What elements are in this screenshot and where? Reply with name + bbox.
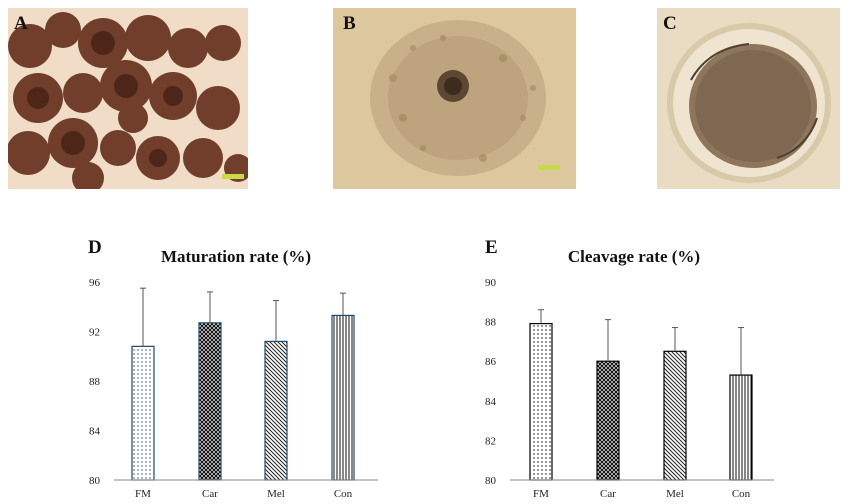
d-x-tick-label: Con [334,488,353,500]
micrograph-c [657,8,840,189]
micrograph-c-image [657,8,840,189]
panel-label-a: A [14,13,28,34]
micrograph-b [333,8,576,189]
e-bar-fm [529,322,553,481]
e-x-tick-label: FM [533,488,549,500]
d-x-tick-label: Car [202,488,218,500]
panel-label-b: B [343,13,356,34]
micrograph-b-image [333,8,576,189]
d-x-tick-label: FM [135,488,151,500]
e-x-tick-label: Con [732,488,751,500]
d-x-tick-label: Mel [267,488,285,500]
d-chart-title: Maturation rate (%) [161,247,311,266]
micrograph-a [8,8,248,189]
e-y-tick-label: 86 [485,356,497,368]
e-y-tick-label: 90 [485,277,497,289]
d-y-tick-label: 92 [89,327,100,339]
d-y-tick-label: 84 [89,426,101,438]
e-bar-con [729,374,753,481]
e-bar-mel [663,350,687,481]
e-y-tick-label: 80 [485,475,497,487]
e-bar-car [596,360,620,481]
e-chart-title: Cleavage rate (%) [568,247,700,266]
d-y-tick-label: 88 [89,376,101,388]
panel-label-c: C [663,13,677,34]
e-y-tick-label: 82 [485,435,496,447]
e-y-tick-label: 84 [485,396,497,408]
e-y-tick-label: 88 [485,317,497,329]
d-y-tick-label: 96 [89,277,101,289]
d-y-tick-label: 80 [89,475,101,487]
micrograph-a-image [8,8,248,189]
e-x-tick-label: Mel [666,488,684,500]
panel-label-e: E [485,237,498,258]
e-x-tick-label: Car [600,488,616,500]
panel-label-d: D [88,237,102,258]
